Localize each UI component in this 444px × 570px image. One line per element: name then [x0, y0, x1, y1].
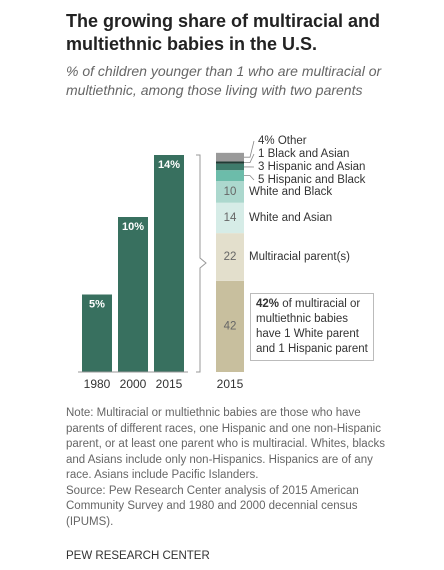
segment-value: 5 — [258, 174, 264, 186]
segment-name: Multiracial parent(s) — [249, 251, 350, 263]
segment-value: 10 — [224, 186, 237, 198]
segment-name: Black and Asian — [268, 148, 350, 160]
leader-line — [244, 175, 255, 181]
value-label: 14% — [158, 159, 180, 171]
chart: 5% 1980 10% 2000 14% 2015 2015 42 22 Multiracial … — [78, 135, 366, 391]
segment-value: 42 — [224, 320, 237, 332]
segment — [216, 152, 244, 162]
leader-line — [244, 140, 255, 158]
segment-value: 4% — [258, 135, 275, 147]
segment — [216, 170, 244, 182]
segment — [216, 280, 244, 372]
segment-name: Hispanic and Black — [268, 174, 366, 186]
value-label: 10% — [122, 221, 144, 233]
source: Source: Pew Research Center analysis of … — [66, 484, 359, 528]
value-label: 5% — [89, 298, 105, 310]
note-text: Note: Multiracial or multiethnic babies … — [66, 407, 385, 481]
segment-value: 3 — [258, 161, 264, 173]
segment-value: 14 — [224, 212, 237, 224]
segment — [216, 163, 244, 171]
title: The growing share of multiracial and mul… — [66, 11, 381, 54]
segment-name: White and Asian — [249, 212, 332, 224]
segment — [216, 181, 244, 203]
segment — [216, 161, 244, 164]
x-tick-label: 1980 — [84, 377, 111, 391]
leader-line — [244, 153, 255, 163]
x-tick-label: 2015 — [156, 377, 183, 391]
brace — [196, 154, 207, 373]
segment — [216, 233, 244, 281]
segment-name: Other — [278, 135, 307, 147]
segment-label: 1 Black and Asian — [258, 148, 349, 160]
segment-value: 22 — [224, 251, 237, 263]
note: Note: Multiracial or multiethnic babies … — [66, 406, 396, 530]
annotation-text: of multiracial or multiethnic babies hav… — [256, 298, 368, 355]
bar — [82, 294, 112, 372]
footer: PEW RESEARCH CENTER — [66, 550, 210, 562]
segment-name: Hispanic and Asian — [268, 161, 366, 173]
segment-label: 4% Other — [258, 135, 307, 147]
x-tick-label: 2000 — [120, 377, 147, 391]
bar — [154, 155, 184, 372]
segment-label: 3 Hispanic and Asian — [258, 161, 365, 173]
segment-name: White and Black — [249, 186, 332, 198]
segment-value: 1 — [258, 148, 264, 160]
subtitle: % of children younger than 1 who are mul… — [66, 63, 382, 98]
segment-label: 5 Hispanic and Black — [258, 174, 366, 186]
x-tick-label: 2015 — [217, 377, 244, 391]
annotation-bold: 42% — [256, 298, 280, 310]
segment — [216, 202, 244, 234]
annotation: 42% of multiracial or multiethnic babies… — [250, 293, 374, 361]
bar — [118, 217, 148, 372]
